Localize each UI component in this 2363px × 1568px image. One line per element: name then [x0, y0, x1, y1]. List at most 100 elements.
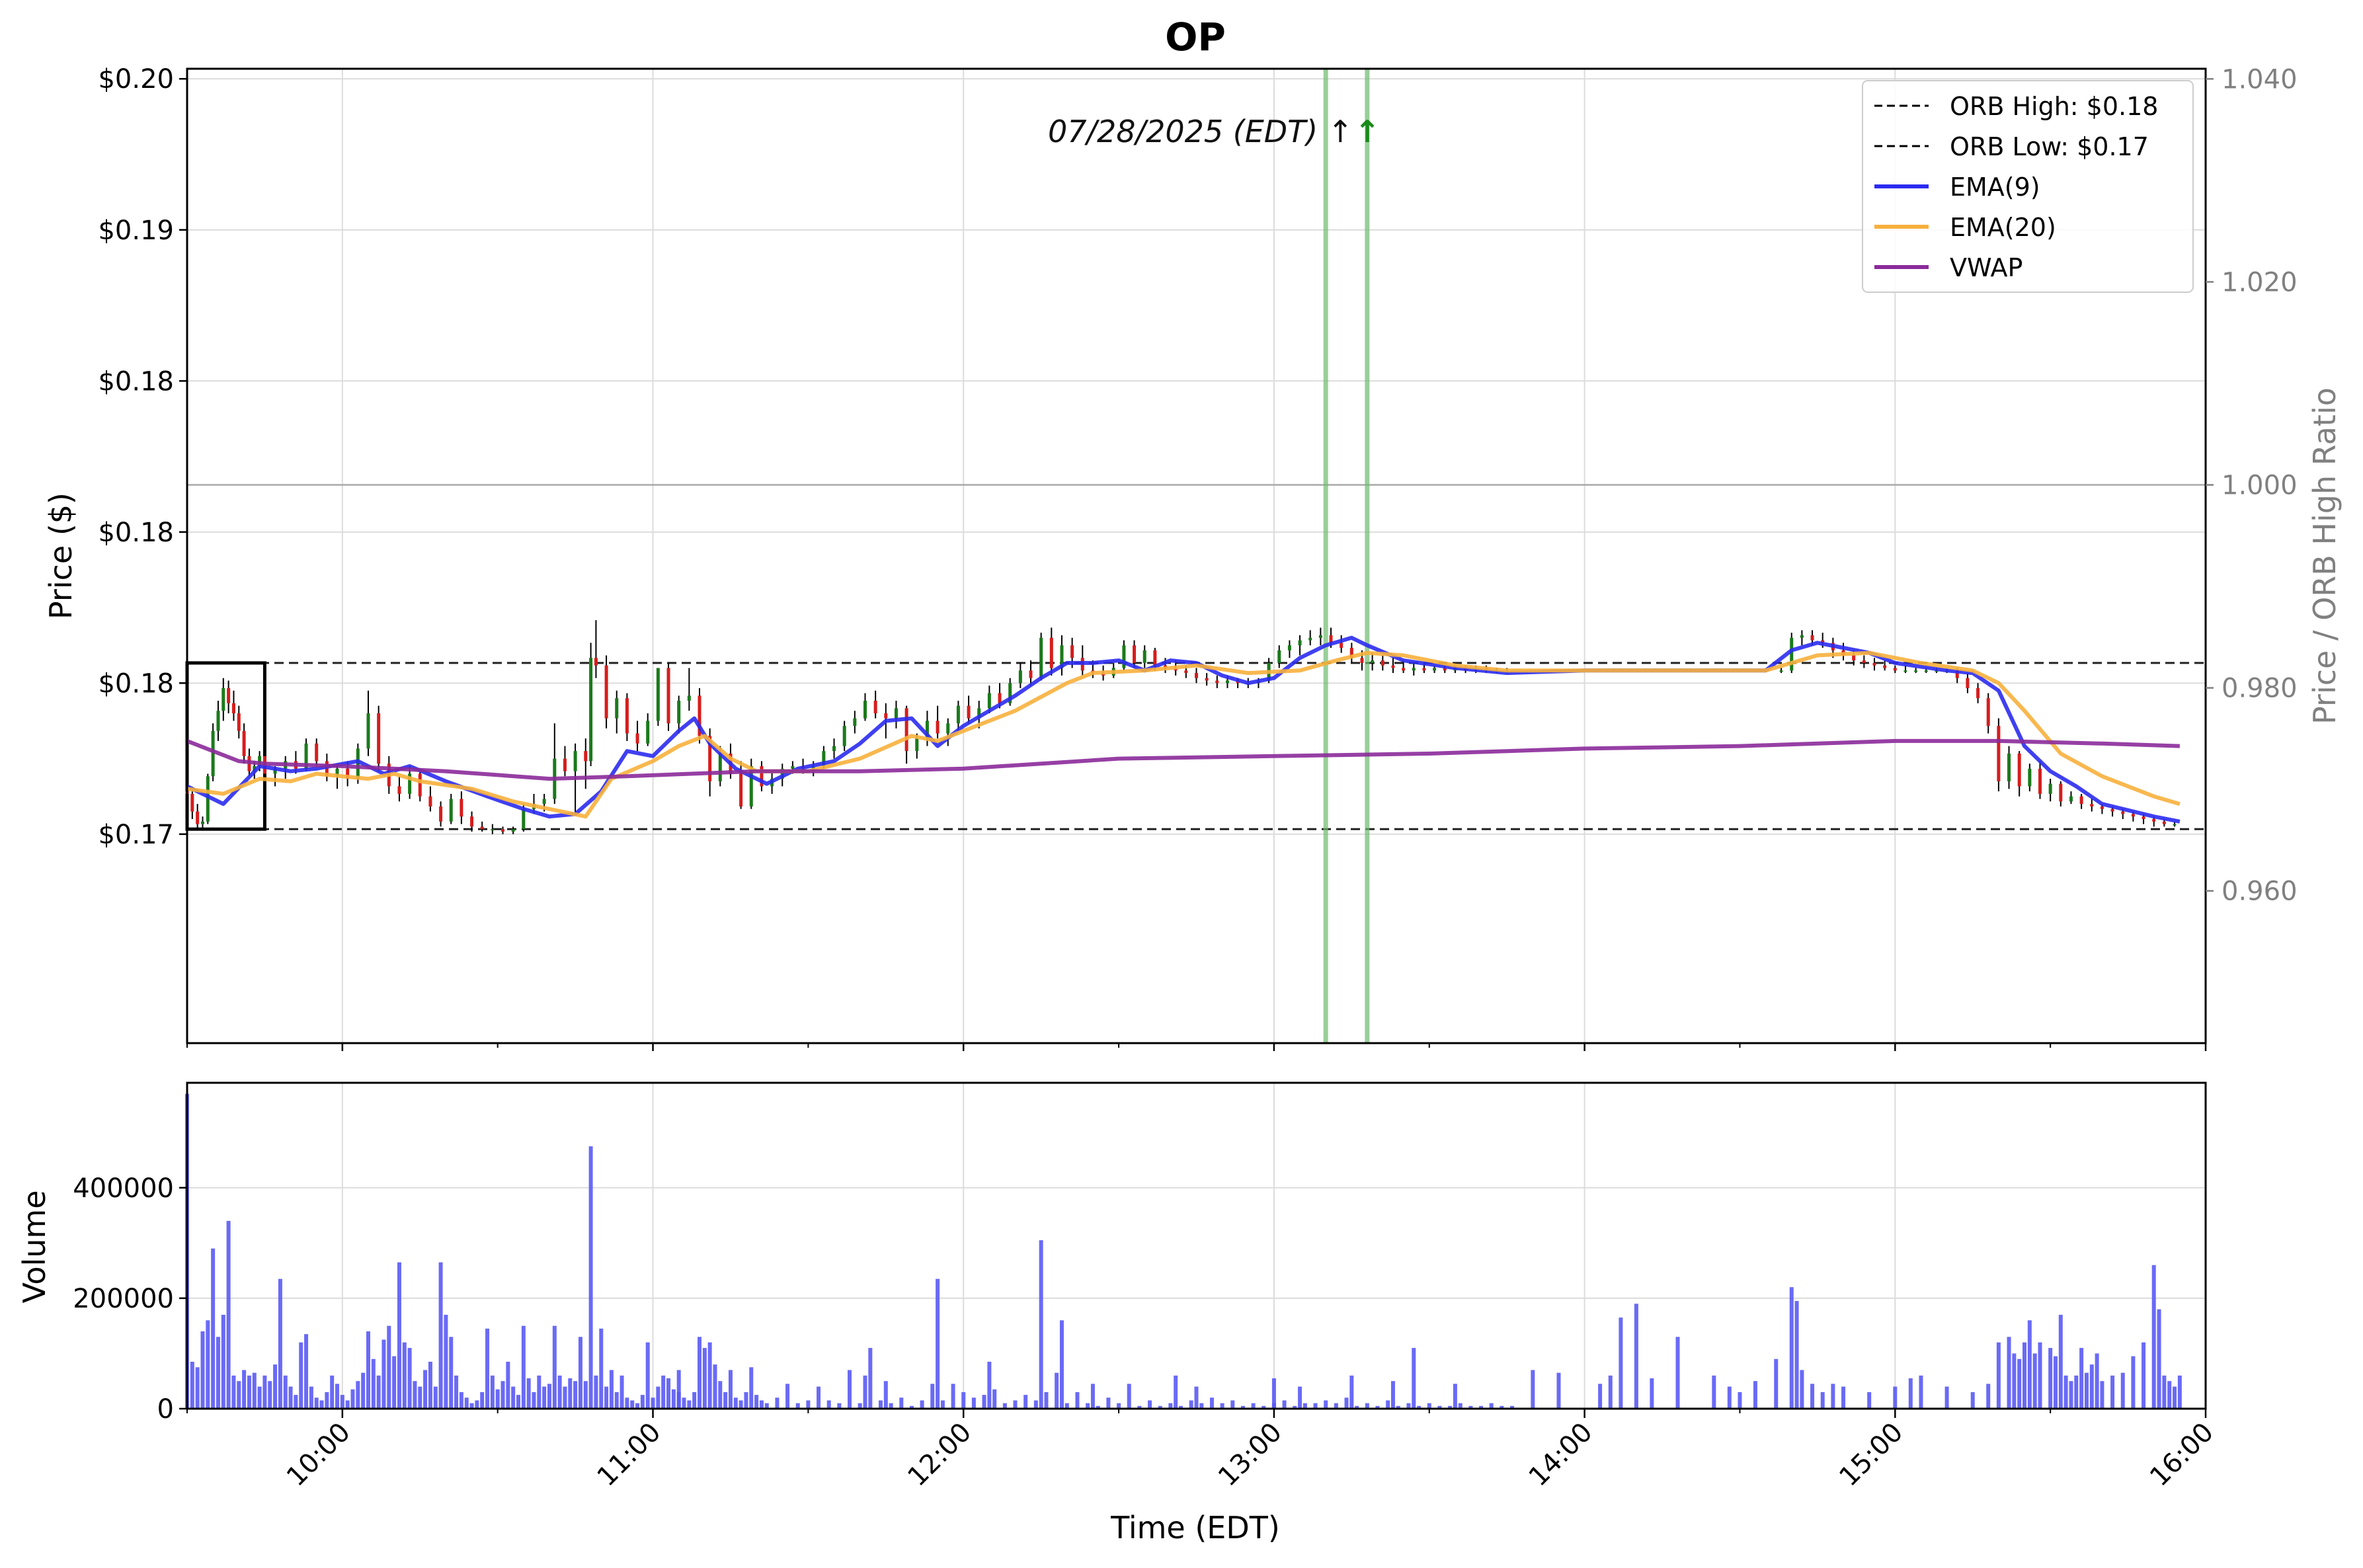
candle-body [542, 799, 546, 804]
candle-body [1966, 678, 1970, 688]
volume-bar [687, 1400, 692, 1409]
candle-body [2110, 808, 2114, 812]
volume-y-ticks: 0 200000 400000 [73, 1173, 187, 1425]
volume-y-tick-label: 0 [157, 1394, 174, 1425]
volume-bar [1996, 1342, 2001, 1409]
candle-body [1287, 645, 1291, 650]
candle-body [242, 730, 246, 756]
volume-bar [1090, 1384, 1095, 1409]
volume-bar [335, 1384, 340, 1409]
volume-bar [418, 1386, 422, 1409]
candle-body [894, 708, 898, 719]
volume-bar [1479, 1405, 1484, 1409]
volume-bar [257, 1386, 262, 1409]
volume-bar [785, 1384, 790, 1409]
candle-body [2059, 783, 2063, 802]
candle-body [2017, 753, 2021, 787]
ratio-y-ticks: 0.960 0.980 1.000 1.020 1.040 [2206, 64, 2298, 907]
volume-bar [588, 1146, 593, 1409]
volume-bar [387, 1325, 391, 1409]
volume-bar [1919, 1375, 1923, 1409]
volume-bar [1556, 1372, 1561, 1409]
candle-body [1215, 680, 1219, 684]
volume-bar [2032, 1353, 2037, 1409]
volume-bar [759, 1400, 764, 1409]
volume-bar [1820, 1392, 1825, 1409]
candle-body [200, 821, 204, 824]
volume-bar [402, 1342, 407, 1409]
volume-bar [356, 1381, 360, 1409]
candle-body [873, 701, 877, 714]
candle-body [1060, 645, 1064, 668]
chart-title: OP [1165, 15, 1226, 59]
ratio-y-tick-label: 0.980 [2222, 674, 2298, 704]
volume-bar [521, 1325, 526, 1409]
volume-bar [2063, 1375, 2068, 1409]
volume-bar [817, 1386, 821, 1409]
volume-bar [604, 1386, 609, 1409]
candle-body [1381, 660, 1384, 666]
volume-bar [1106, 1397, 1111, 1409]
candle-body [2142, 816, 2145, 820]
price-y-tick-label: $0.20 [98, 64, 174, 95]
volume-bar [2089, 1364, 2094, 1409]
volume-bar [795, 1403, 800, 1409]
volume-bar [754, 1395, 759, 1409]
candle-body [227, 687, 231, 703]
volume-bar [345, 1400, 350, 1409]
volume-bar [940, 1400, 945, 1409]
volume-bar [2012, 1353, 2017, 1409]
candle-body [211, 730, 215, 777]
volume-bar [583, 1381, 588, 1409]
volume-bar [1712, 1375, 1716, 1409]
volume-bar [2120, 1372, 2125, 1409]
volume-bar [480, 1392, 485, 1409]
candle-body [258, 756, 262, 767]
candle-body [977, 708, 981, 719]
candle-body [2162, 821, 2166, 824]
candle-body [1997, 726, 2001, 781]
volume-bar [723, 1392, 728, 1409]
volume-bar [1064, 1403, 1069, 1409]
volume-bar [495, 1389, 500, 1409]
volume-bar [1406, 1403, 1411, 1409]
volume-bar [1230, 1400, 1235, 1409]
volume-bar [1675, 1337, 1680, 1409]
candle-body [2048, 783, 2052, 794]
candle-body [1443, 668, 1447, 671]
volume-bar [506, 1361, 510, 1409]
volume-bar [992, 1389, 997, 1409]
volume-bar [2048, 1348, 2053, 1409]
volume-bar [775, 1397, 780, 1409]
volume-bar [1608, 1375, 1613, 1409]
ratio-y-tick-label: 1.040 [2222, 64, 2298, 95]
volume-bar [692, 1392, 697, 1409]
volume-bar [1117, 1403, 1121, 1409]
volume-bar [1189, 1400, 1193, 1409]
candle-body [273, 768, 277, 774]
candle-body [2090, 804, 2094, 806]
candle-body [1852, 655, 1856, 661]
candle-body [718, 753, 722, 781]
volume-bar [2079, 1348, 2084, 1409]
candle-body [687, 695, 691, 701]
volume-bar [1458, 1403, 1462, 1409]
volume-bar [868, 1348, 873, 1409]
candle-body [822, 751, 826, 767]
volume-bar [733, 1397, 738, 1409]
volume-bar [309, 1386, 313, 1409]
candle-body [1924, 670, 1928, 672]
volume-bar [620, 1375, 624, 1409]
volume-bar [2007, 1337, 2011, 1409]
candle-body [589, 658, 593, 762]
volume-bar [1774, 1358, 1779, 1409]
candle-body [237, 713, 241, 731]
volume-bar [863, 1375, 867, 1409]
volume-bar [433, 1386, 438, 1409]
candle-body [231, 703, 235, 714]
volume-bar [1324, 1400, 1328, 1409]
candle-body [1298, 640, 1302, 646]
volume-bar [1055, 1372, 1059, 1409]
volume-bar [1158, 1405, 1162, 1409]
volume-bar [1013, 1400, 1018, 1409]
